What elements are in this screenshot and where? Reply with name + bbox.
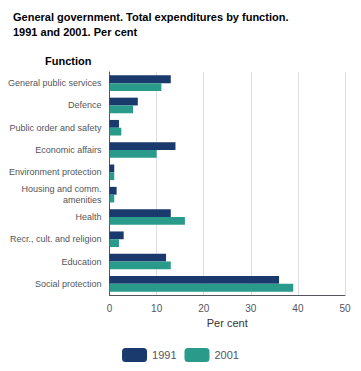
svg-text:Per cent: Per cent bbox=[207, 317, 248, 329]
svg-text:1991: 1991 bbox=[152, 349, 176, 361]
svg-text:40: 40 bbox=[292, 303, 304, 314]
svg-text:Public order and safety: Public order and safety bbox=[9, 123, 102, 133]
svg-text:amenities: amenities bbox=[63, 195, 102, 205]
svg-text:1991 and 2001. Per cent: 1991 and 2001. Per cent bbox=[13, 26, 137, 38]
svg-text:Environment protection: Environment protection bbox=[9, 167, 102, 177]
svg-text:2001: 2001 bbox=[215, 349, 239, 361]
svg-text:Defence: Defence bbox=[68, 100, 102, 110]
svg-text:30: 30 bbox=[245, 303, 257, 314]
svg-text:General government. Total expe: General government. Total expenditures b… bbox=[13, 11, 288, 23]
svg-text:Economic affairs: Economic affairs bbox=[35, 145, 102, 155]
svg-text:Function: Function bbox=[45, 55, 92, 67]
svg-text:Education: Education bbox=[62, 257, 102, 267]
svg-text:Health: Health bbox=[76, 212, 102, 222]
svg-text:50: 50 bbox=[339, 303, 351, 314]
svg-text:20: 20 bbox=[198, 303, 210, 314]
svg-text:0: 0 bbox=[107, 303, 113, 314]
svg-text:10: 10 bbox=[151, 303, 163, 314]
svg-text:General public services: General public services bbox=[8, 78, 102, 88]
svg-text:Social protection: Social protection bbox=[35, 279, 102, 289]
svg-text:Housing and comm.: Housing and comm. bbox=[21, 184, 101, 194]
svg-text:Recr., cult. and religion: Recr., cult. and religion bbox=[10, 234, 102, 244]
